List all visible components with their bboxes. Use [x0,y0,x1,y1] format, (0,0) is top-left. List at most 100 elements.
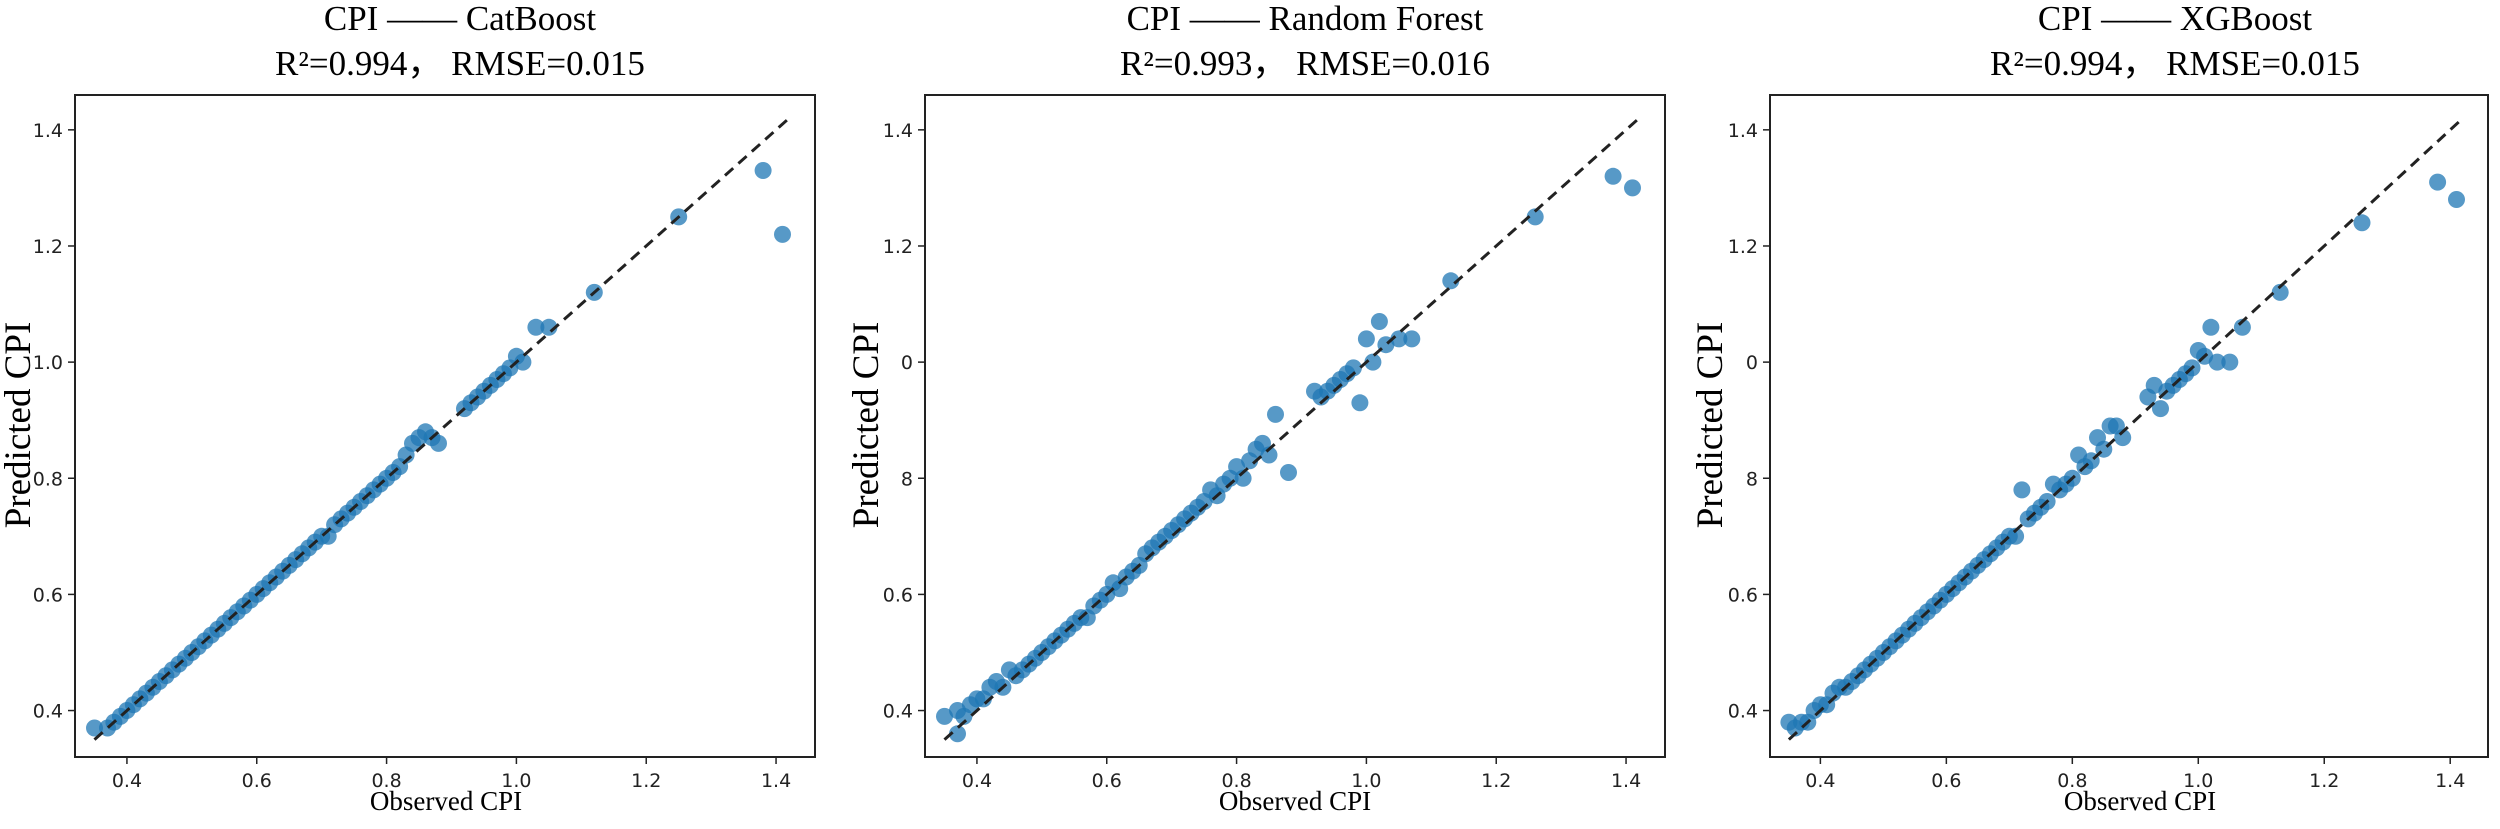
x-tick-label: 1.0 [2183,770,2213,792]
y-axis-label: Predicted CPI [846,322,887,529]
plot-frame [1769,94,2489,758]
data-point [540,318,558,336]
data-point [2152,400,2169,418]
data-point [1351,394,1369,412]
data-point [936,707,953,725]
data-point [1234,469,1252,487]
data-point [1280,464,1297,481]
data-point [430,434,447,452]
data-point [1604,167,1622,185]
chart-subtitle: R²=0.993， RMSE=0.016 [1120,44,1490,83]
y-tick-label: 0.4 [883,701,913,723]
y-axis-label: Predicted CPI [1690,322,1731,529]
y-tick-label: 1.0 [33,352,63,374]
chart-subtitle: R²=0.994， RMSE=0.015 [1990,44,2360,83]
y-tick-label: 8 [901,468,913,490]
data-point [2007,527,2025,545]
x-tick-label: 0.4 [112,770,142,792]
data-point [2448,191,2465,208]
x-tick-label: 1.0 [1351,770,1381,792]
x-tick-label: 1.4 [2435,770,2465,792]
y-tick-label: 1.4 [883,120,913,142]
data-point [2233,318,2251,336]
data-point [2221,353,2239,371]
data-point [514,353,532,371]
x-tick-label: 0.4 [1805,770,1835,792]
y-tick-label: 0.6 [33,584,63,606]
data-point [2429,173,2447,191]
x-tick-label: 1.0 [501,770,531,792]
y-tick-label: 0.4 [1728,701,1758,723]
data-point [1344,359,1362,377]
data-point [2202,318,2220,336]
x-tick-label: 0.6 [242,770,272,792]
chart-panel-catboost: CPI —— CatBoost R²=0.994， RMSE=0.015 0.4… [0,0,816,816]
x-tick-label: 1.4 [761,770,791,792]
data-point [754,162,772,179]
chart-title: CPI —— XGBoost [2038,0,2312,38]
y-tick-label: 8 [1746,468,1758,490]
data-point [86,719,103,737]
data-point [2114,429,2132,447]
plot-frame [924,94,1666,758]
data-point [1442,272,1460,290]
chart-subtitle: R²=0.994， RMSE=0.015 [275,44,645,83]
chart-panel-xgboost: CPI —— XGBoost R²=0.994， RMSE=0.015 0.4 0… [1690,0,2489,816]
plot-frame [74,94,816,758]
x-tick-label: 1.4 [1611,770,1641,792]
x-tick-label: 1.2 [631,770,661,792]
x-tick-label: 0.8 [371,770,401,792]
y-tick-label: 0 [1746,352,1758,374]
data-point [1260,446,1278,464]
y-axis-label: Predicted CPI [0,322,39,529]
data-point [2353,214,2371,232]
data-point [949,725,966,743]
tick-layer: 0.4 0.6 0.8 1.0 1.2 1.4 0.4 0.6 8 0 1.2 1.4 [1728,120,2466,792]
chart-title: CPI —— Random Forest [1127,0,1484,38]
y-tick-label: 0 [901,352,913,374]
x-axis-label: Observed CPI [1219,786,1371,816]
x-axis-label: Observed CPI [2064,786,2216,816]
tick-layer: 0.4 0.6 0.8 1.0 1.2 1.4 0.4 0.6 0.8 1.0 1.2 1.4 [33,120,791,792]
x-tick-label: 0.6 [1931,770,1961,792]
y-tick-label: 1.4 [1728,120,1758,142]
mark-layer [86,117,791,741]
y-tick-label: 0.4 [33,701,63,723]
mark-layer [936,117,1641,743]
x-tick-label: 1.2 [1481,770,1511,792]
data-point [1526,208,1544,226]
x-tick-label: 0.6 [1092,770,1122,792]
x-tick-label: 0.8 [2057,770,2087,792]
y-tick-label: 1.2 [1728,236,1758,258]
data-point [1357,330,1375,348]
y-tick-label: 1.2 [33,236,63,258]
data-point [2208,353,2226,371]
y-tick-label: 0.6 [883,584,913,606]
mark-layer [1780,117,2465,741]
chart-title: CPI —— CatBoost [324,0,597,38]
x-tick-label: 0.8 [1221,770,1251,792]
y-tick-label: 0.8 [33,468,63,490]
y-tick-label: 1.4 [33,120,63,142]
data-point [1390,330,1408,348]
data-point [1403,330,1421,348]
data-point [1624,179,1641,197]
x-tick-label: 1.2 [2309,770,2339,792]
data-point [1267,405,1284,423]
y-tick-label: 1.2 [883,236,913,258]
y-tick-label: 0.6 [1728,584,1758,606]
tick-layer: 0.4 0.6 0.8 1.0 1.2 1.4 0.4 0.6 8 0 1.2 1.4 [883,120,1641,792]
x-axis-label: Observed CPI [370,786,522,816]
data-point [527,318,545,336]
data-point [1370,313,1388,330]
reference-line [943,117,1641,741]
data-point [2013,481,2031,499]
reference-line [93,117,791,741]
data-point [2271,283,2289,301]
data-point [1364,353,1382,371]
data-point [774,225,791,243]
reference-line [1787,117,2464,741]
chart-panel-random-forest: CPI —— Random Forest R²=0.993， RMSE=0.01… [846,0,1666,816]
x-tick-label: 0.4 [962,770,992,792]
